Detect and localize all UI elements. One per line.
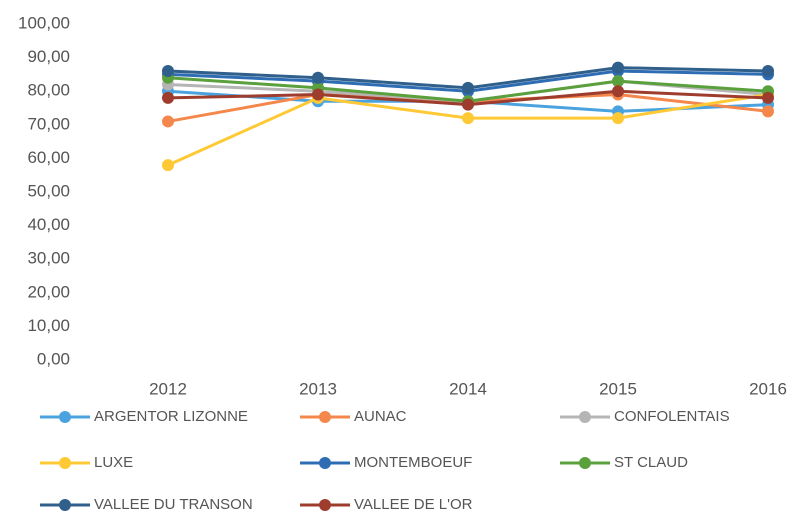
- point: [612, 85, 624, 98]
- y-tick-label: 90,00: [27, 47, 70, 66]
- legend-marker: [59, 457, 71, 469]
- y-tick-label: 100,00: [18, 13, 70, 32]
- point: [312, 71, 324, 84]
- point: [162, 65, 174, 78]
- legend-marker: [319, 499, 331, 511]
- point: [462, 98, 474, 111]
- point: [762, 65, 774, 78]
- legend-marker: [579, 411, 591, 423]
- legend-label: CONFOLENTAIS: [614, 408, 730, 425]
- y-tick-label: 70,00: [27, 114, 70, 133]
- legend-marker: [319, 411, 331, 423]
- legend-marker: [579, 457, 591, 469]
- x-tick-label: 2013: [299, 379, 337, 398]
- point: [312, 88, 324, 101]
- x-tick-label: 2015: [599, 379, 637, 398]
- legend-label: VALLEE DE L'OR: [354, 496, 473, 513]
- point: [612, 75, 624, 88]
- legend-label: ST CLAUD: [614, 454, 688, 471]
- point: [762, 91, 774, 104]
- x-tick-label: 2014: [449, 379, 487, 398]
- y-tick-label: 20,00: [27, 282, 70, 301]
- y-tick-label: 60,00: [27, 148, 70, 167]
- legend-label: LUXE: [94, 454, 133, 471]
- legend-marker: [319, 457, 331, 469]
- legend-label: ARGENTOR LIZONNE: [94, 408, 248, 425]
- point: [162, 91, 174, 104]
- point: [462, 112, 474, 125]
- point: [462, 81, 474, 94]
- y-tick-label: 10,00: [27, 316, 70, 335]
- point: [612, 112, 624, 125]
- y-tick-label: 30,00: [27, 249, 70, 268]
- y-tick-label: 40,00: [27, 215, 70, 234]
- y-tick-label: 50,00: [27, 181, 70, 200]
- point: [612, 61, 624, 74]
- point: [762, 105, 774, 118]
- legend-label: AUNAC: [354, 408, 407, 425]
- x-tick-label: 2016: [749, 379, 787, 398]
- y-tick-label: 0,00: [37, 349, 70, 368]
- point: [162, 115, 174, 128]
- legend-marker: [59, 499, 71, 511]
- point: [162, 159, 174, 172]
- legend-marker: [59, 411, 71, 423]
- x-tick-label: 2012: [149, 379, 187, 398]
- legend-label: MONTEMBOEUF: [354, 454, 472, 471]
- legend-label: VALLEE DU TRANSON: [94, 496, 253, 513]
- y-tick-label: 80,00: [27, 81, 70, 100]
